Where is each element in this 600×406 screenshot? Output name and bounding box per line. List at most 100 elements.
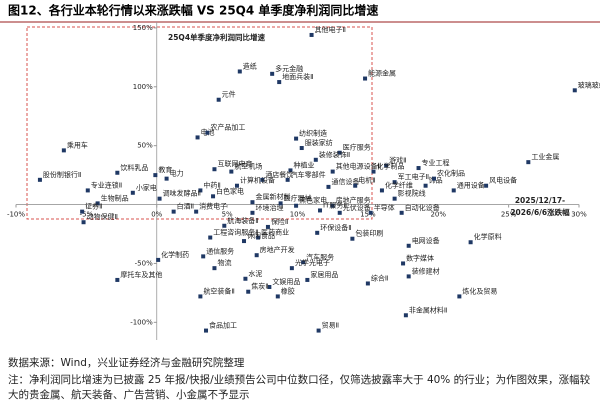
point xyxy=(384,163,389,168)
point xyxy=(526,160,531,165)
point-label: 白酒Ⅱ xyxy=(177,202,194,211)
point-label: 非金属材料Ⅱ xyxy=(409,305,447,314)
point xyxy=(285,177,290,182)
point-label: 专业工程 xyxy=(422,158,450,167)
point-label: 环保设备Ⅱ xyxy=(320,223,351,232)
point-label: 工程咨询服务Ⅱ xyxy=(213,228,258,237)
y-tick-label: -100% xyxy=(130,318,153,326)
point xyxy=(371,169,376,174)
point-label: 水泥 xyxy=(248,269,262,278)
point xyxy=(85,188,90,193)
point xyxy=(278,201,283,206)
point-label: 农化制品 xyxy=(437,169,465,178)
point-label: 其他电子Ⅱ xyxy=(315,25,346,34)
point xyxy=(216,97,221,102)
point-label: 黑色家电 xyxy=(299,196,327,205)
point xyxy=(326,184,331,189)
point xyxy=(246,289,251,294)
point xyxy=(363,76,368,81)
point xyxy=(451,188,456,193)
point xyxy=(115,170,120,175)
point xyxy=(115,277,120,282)
point-label: 自动化设备 xyxy=(405,203,440,212)
point-label: 贸易Ⅱ xyxy=(322,321,339,330)
point-label: 航空装备Ⅱ xyxy=(203,286,234,295)
point-label: 化学纤维 xyxy=(385,180,413,189)
point-label: IT服务Ⅱ xyxy=(323,200,347,209)
y-tick-label: 100% xyxy=(133,83,153,91)
point-label: 物流 xyxy=(217,258,231,267)
point xyxy=(289,266,294,271)
x-tick-label: 20% xyxy=(430,211,446,219)
point-label: 调味发酵品Ⅱ xyxy=(163,189,201,198)
highlight-box xyxy=(26,26,373,220)
point xyxy=(416,166,421,171)
x-tick-label: 10% xyxy=(290,211,306,219)
point-label: 种植业 xyxy=(293,160,314,169)
point-label: 元件 xyxy=(222,90,236,99)
point xyxy=(195,135,200,140)
point-label: 造纸 xyxy=(243,61,257,70)
point-label: 证券Ⅱ xyxy=(85,202,102,211)
point xyxy=(313,157,318,162)
point xyxy=(194,209,199,214)
x-tick-label: 15% xyxy=(360,211,376,219)
point xyxy=(350,236,355,241)
point xyxy=(318,208,323,213)
point xyxy=(212,167,217,172)
y-axis-title: 25Q4单季度净利润同比增速 xyxy=(168,32,266,42)
x-tick-label: 5% xyxy=(222,211,233,219)
point xyxy=(572,88,577,93)
point-label: 文娱用品 xyxy=(272,277,300,286)
point xyxy=(61,148,66,153)
point-label: 化学原料 xyxy=(474,232,502,241)
point xyxy=(234,183,239,188)
point-label: 多元金融 xyxy=(275,64,303,73)
footnote: 注：净利润同比增速为已披露 25 年报/快报/业绩预告公司中位数口径，仅筛选披露… xyxy=(8,374,591,401)
point xyxy=(294,203,299,208)
point xyxy=(337,210,342,215)
point xyxy=(288,168,293,173)
point-label: 化学制品 xyxy=(377,162,405,171)
point xyxy=(212,266,217,271)
point xyxy=(254,253,259,258)
point xyxy=(205,130,210,135)
source-note: 数据来源：Wind，兴业证券经济与金融研究院整理 xyxy=(8,357,245,369)
point-label: 工业金属 xyxy=(531,152,559,161)
point xyxy=(294,136,299,141)
point-label: 半导体 xyxy=(374,203,395,212)
point-label: 玻璃玻纤 xyxy=(578,80,600,89)
point-label: 焦炭Ⅱ xyxy=(251,282,268,291)
point xyxy=(399,210,404,215)
point-label: 汽车零部件 xyxy=(291,170,326,179)
point xyxy=(153,173,158,178)
point-label: 包装印刷 xyxy=(355,229,383,238)
point-label: 炼化及贸易 xyxy=(462,286,497,295)
y-tick-label: 150% xyxy=(133,24,153,32)
point-label: 农产品加工 xyxy=(210,123,245,132)
point xyxy=(468,240,473,245)
point xyxy=(353,183,358,188)
point-label: 教育 xyxy=(158,165,172,174)
point-label: 摩托车及其他 xyxy=(120,270,162,279)
point xyxy=(368,210,373,215)
point xyxy=(337,150,342,155)
point-label: 休闲食品 xyxy=(247,231,275,240)
point-label: 保险Ⅱ xyxy=(271,217,288,226)
point-label: 通用设备 xyxy=(457,180,485,189)
point xyxy=(457,294,462,299)
point xyxy=(229,169,234,174)
point xyxy=(299,146,304,151)
point-label: 家居用品 xyxy=(310,270,338,279)
point-label: 食品加工 xyxy=(209,321,237,330)
point xyxy=(275,294,280,299)
point xyxy=(484,183,489,188)
point xyxy=(211,194,216,199)
x-tick-label: 25% xyxy=(501,211,517,219)
point-label: 专业连锁Ⅱ xyxy=(91,180,122,189)
point xyxy=(423,183,428,188)
point-label: 风电设备 xyxy=(489,176,517,185)
point xyxy=(267,285,272,289)
